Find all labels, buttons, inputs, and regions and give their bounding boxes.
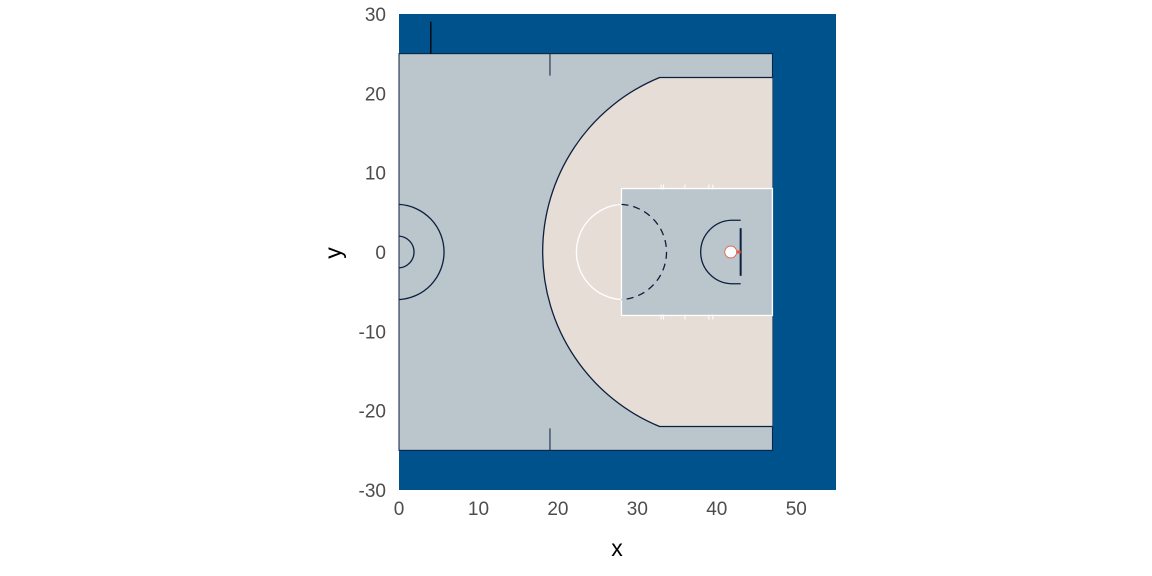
x-tick-label: 0 [394, 499, 405, 520]
x-axis-title: x [611, 535, 623, 561]
key-paint [620, 187, 774, 317]
x-tick-label: 40 [706, 499, 727, 520]
x-tick-label: 30 [627, 499, 648, 520]
three-point-line [542, 76, 773, 428]
y-tick-label: -30 [359, 481, 386, 502]
free-throw-circle-top [575, 203, 622, 301]
y-tick-label: 0 [375, 243, 386, 264]
restricted-area [700, 219, 741, 285]
y-tick-label: 10 [365, 164, 386, 185]
center-circle-inner [398, 235, 415, 269]
x-tick-label: 50 [786, 499, 807, 520]
axes: 0 10 20 30 40 50 -30 -20 -10 0 10 20 30 [359, 5, 807, 520]
free-throw-circle-dashed [621, 203, 668, 301]
y-tick-label: -10 [359, 322, 386, 343]
y-axis-title: y [320, 247, 346, 259]
hoop [724, 245, 738, 259]
x-tick-label: 20 [547, 499, 568, 520]
court-diagram [398, 14, 836, 490]
y-tick-label: -20 [359, 402, 386, 423]
y-tick-label: 30 [365, 5, 386, 26]
y-tick-label: 20 [365, 84, 386, 105]
center-circle-outer [398, 203, 445, 301]
x-tick-label: 10 [468, 499, 489, 520]
